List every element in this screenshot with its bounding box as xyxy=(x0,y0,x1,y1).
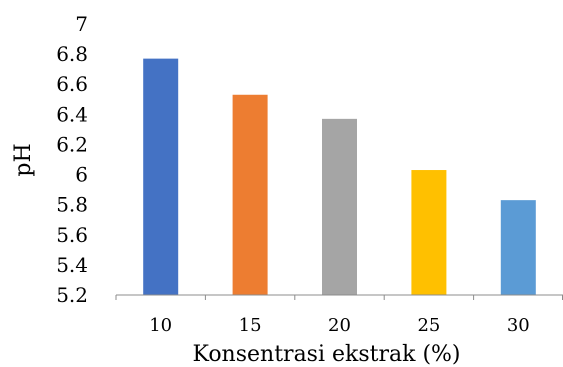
x-tick-label: 25 xyxy=(417,315,440,336)
y-tick-label: 5.6 xyxy=(56,223,88,247)
y-tick-label: 5.2 xyxy=(56,283,88,307)
bar xyxy=(500,200,536,295)
x-axis-ticks: 10 15 20 25 30 xyxy=(115,295,563,336)
x-tick-label: 20 xyxy=(328,315,351,336)
y-tick-label: 6.4 xyxy=(56,102,88,126)
x-tick-label: 10 xyxy=(149,315,172,336)
y-axis-label: pH xyxy=(11,143,36,176)
y-tick-label: 6 xyxy=(75,163,88,187)
y-tick-label: 6.2 xyxy=(56,132,88,156)
y-tick-label: 7 xyxy=(75,12,88,36)
bar xyxy=(232,94,268,295)
y-tick-label: 6.8 xyxy=(56,42,88,66)
bar xyxy=(322,118,357,295)
x-tick-label: 15 xyxy=(239,315,262,336)
y-axis-ticks: 5.2 5.4 5.6 5.8 6 6.2 6.4 6.6 6.8 7 xyxy=(56,12,88,307)
y-tick-label: 5.8 xyxy=(56,193,88,217)
x-tick-label: 30 xyxy=(507,315,530,336)
bar xyxy=(411,170,447,295)
y-tick-label: 5.4 xyxy=(56,253,88,277)
bars xyxy=(143,58,536,295)
x-axis-label: Konsentrasi ekstrak (%) xyxy=(192,342,460,367)
bar xyxy=(143,58,179,295)
y-tick-label: 6.6 xyxy=(56,72,88,96)
